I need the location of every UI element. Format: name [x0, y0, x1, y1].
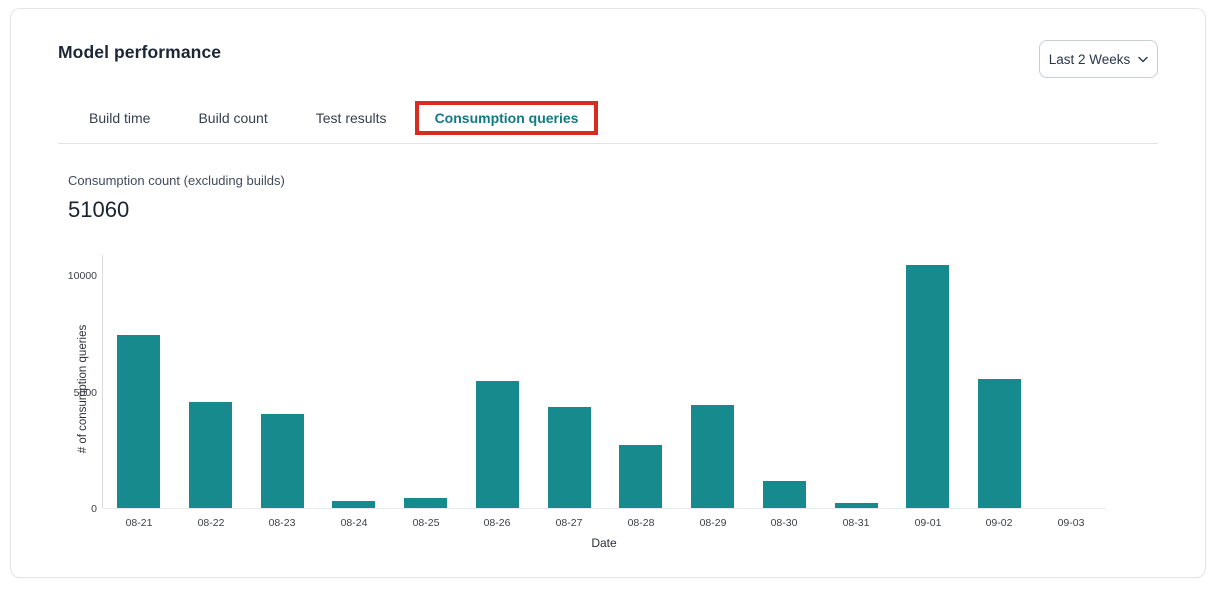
y-tick-5000: 5000 — [73, 387, 97, 399]
bar-08-21[interactable] — [117, 335, 160, 508]
tabs-divider — [58, 143, 1158, 144]
tab-consumption-queries[interactable]: Consumption queries — [414, 101, 599, 135]
bar-09-01[interactable] — [906, 265, 949, 508]
period-dropdown[interactable]: Last 2 Weeks — [1039, 40, 1158, 78]
bar-08-29[interactable] — [691, 405, 734, 508]
period-dropdown-value: Last 2 Weeks — [1048, 51, 1131, 67]
x-tick-08-28: 08-28 — [627, 517, 655, 529]
x-axis-line — [103, 508, 1106, 509]
bar-08-22[interactable] — [189, 402, 232, 508]
x-tick-08-31: 08-31 — [842, 517, 870, 529]
x-axis-title: Date — [591, 536, 617, 550]
x-tick-08-29: 08-29 — [699, 517, 727, 529]
bar-08-25[interactable] — [404, 498, 447, 508]
bar-08-24[interactable] — [332, 501, 375, 508]
x-tick-08-27: 08-27 — [555, 517, 583, 529]
bar-08-28[interactable] — [619, 445, 662, 508]
metric-value: 51060 — [68, 197, 130, 222]
chevron-down-icon — [1138, 56, 1148, 63]
bar-08-31[interactable] — [835, 503, 878, 508]
y-tick-0: 0 — [91, 503, 97, 515]
x-tick-09-02: 09-02 — [985, 517, 1013, 529]
x-tick-08-25: 08-25 — [412, 517, 440, 529]
model-performance-card: Model performance Last 2 Weeks Build tim… — [10, 8, 1206, 578]
bar-08-30[interactable] — [763, 481, 806, 508]
tab-bar: Build time Build count Test results Cons… — [69, 101, 599, 135]
tab-build-time[interactable]: Build time — [89, 110, 151, 126]
page-title: Model performance — [58, 42, 222, 62]
x-tick-08-24: 08-24 — [340, 517, 368, 529]
x-tick-09-01: 09-01 — [914, 517, 942, 529]
x-tick-08-26: 08-26 — [483, 517, 511, 529]
x-tick-08-21: 08-21 — [125, 517, 153, 529]
bar-chart-plot-area: 08-21 08-22 08-23 08-24 08-25 08-26 08-27 08-28… — [68, 255, 1106, 529]
metric-label: Consumption count (excluding builds) — [68, 173, 285, 188]
tab-test-results[interactable]: Test results — [315, 110, 387, 126]
bar-09-02[interactable] — [978, 379, 1021, 508]
y-tick-10000: 10000 — [67, 270, 97, 282]
tab-build-count[interactable]: Build count — [198, 110, 268, 126]
bar-08-26[interactable] — [476, 381, 519, 508]
x-tick-08-22: 08-22 — [197, 517, 225, 529]
bar-08-27[interactable] — [548, 407, 591, 508]
x-tick-08-30: 08-30 — [770, 517, 798, 529]
bar-08-23[interactable] — [261, 414, 304, 508]
x-tick-08-23: 08-23 — [268, 517, 296, 529]
x-tick-09-03: 09-03 — [1057, 517, 1085, 529]
